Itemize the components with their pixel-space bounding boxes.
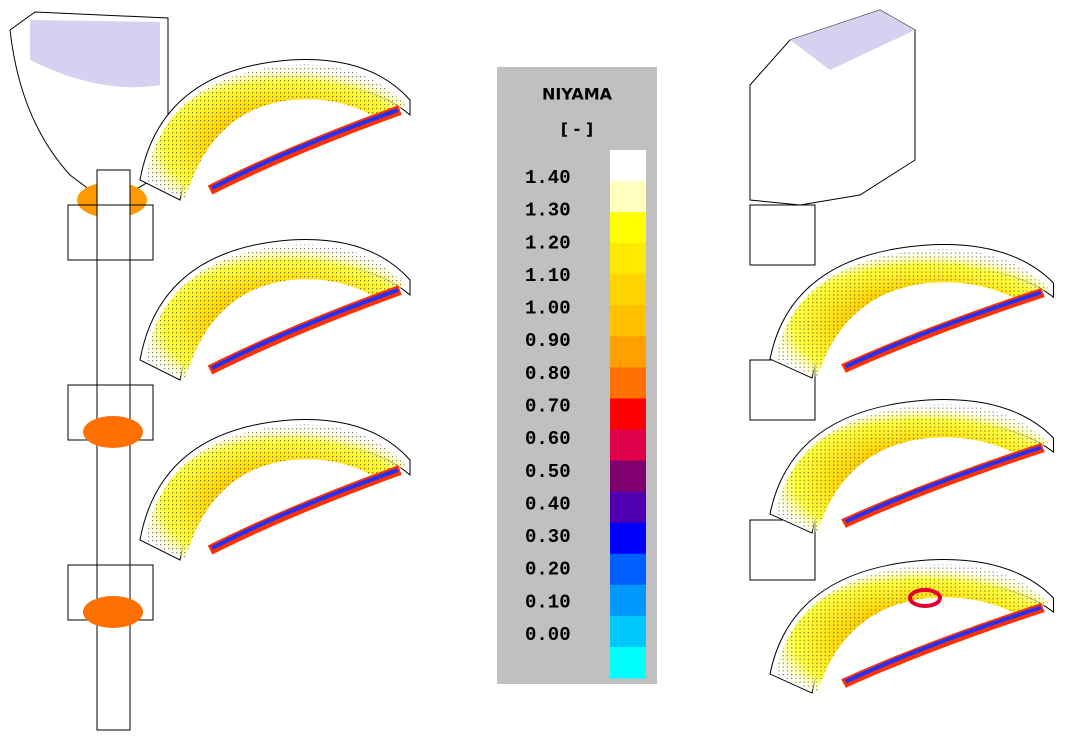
color-band bbox=[610, 181, 646, 213]
legend-label: 1.00 bbox=[525, 298, 571, 320]
legend-label: 0.70 bbox=[525, 396, 571, 418]
gate bbox=[68, 205, 153, 260]
color-band bbox=[610, 398, 646, 430]
figure: NIYAMA [ - ] 1.40 1.30 1.20 1.10 1.00 0.90 0.8… bbox=[0, 0, 1065, 736]
legend-label: 0.20 bbox=[525, 559, 571, 581]
legend-unit: [ - ] bbox=[561, 120, 593, 139]
legend-title: NIYAMA bbox=[542, 85, 613, 104]
right-model bbox=[750, 10, 1054, 693]
color-band bbox=[610, 274, 646, 306]
color-band bbox=[610, 616, 646, 648]
legend-label: 0.10 bbox=[525, 591, 571, 613]
color-band bbox=[610, 647, 646, 679]
color-band bbox=[610, 461, 646, 493]
color-band bbox=[610, 336, 646, 368]
part bbox=[140, 420, 410, 561]
legend-label: 0.90 bbox=[525, 330, 571, 352]
hot-spot bbox=[83, 596, 143, 628]
hot-spot bbox=[83, 416, 143, 448]
page: NIYAMA [ - ] 1.40 1.30 1.20 1.10 1.00 0.90 0.8… bbox=[0, 0, 1065, 736]
color-band bbox=[610, 492, 646, 524]
legend-label: 0.40 bbox=[525, 493, 571, 515]
part bbox=[140, 240, 410, 381]
color-band bbox=[610, 305, 646, 337]
color-band bbox=[610, 554, 646, 586]
left-model bbox=[10, 12, 410, 730]
color-band bbox=[610, 585, 646, 617]
legend-label: 0.00 bbox=[525, 624, 571, 646]
legend-label: 1.40 bbox=[525, 167, 571, 189]
color-band bbox=[610, 150, 646, 182]
legend-label: 1.30 bbox=[525, 200, 571, 222]
legend-label: 0.50 bbox=[525, 461, 571, 483]
color-band bbox=[610, 523, 646, 555]
color-band bbox=[610, 212, 646, 244]
color-band bbox=[610, 367, 646, 399]
legend-label: 0.30 bbox=[525, 526, 571, 548]
part bbox=[140, 60, 410, 201]
legend-label: 1.10 bbox=[525, 265, 571, 287]
color-band bbox=[610, 243, 646, 275]
legend: NIYAMA [ - ] 1.40 1.30 1.20 1.10 1.00 0.90 0.8… bbox=[497, 67, 657, 684]
gate bbox=[750, 205, 815, 265]
color-band bbox=[610, 430, 646, 462]
legend-label: 0.80 bbox=[525, 363, 571, 385]
legend-label: 1.20 bbox=[525, 232, 571, 254]
legend-label: 0.60 bbox=[525, 428, 571, 450]
